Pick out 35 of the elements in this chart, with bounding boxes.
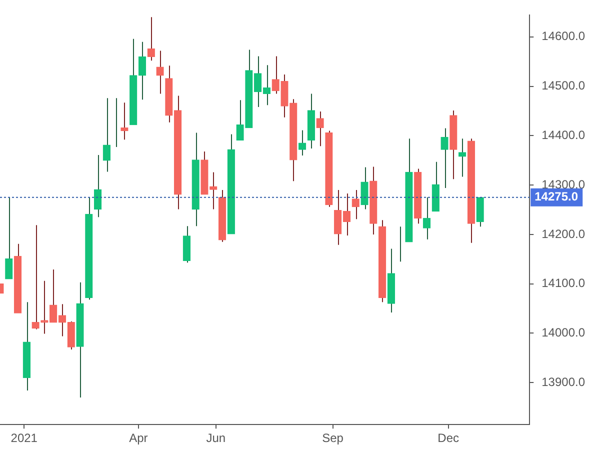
y-tick-label: 14200.0 [542, 226, 586, 241]
y-tick-label: 14100.0 [542, 276, 586, 290]
candlestick [156, 50, 164, 94]
candlestick [32, 224, 40, 330]
x-tick-label: Apr [129, 431, 148, 446]
x-tick-label: Jun [206, 431, 226, 446]
y-tick-label: 14000.0 [542, 326, 586, 340]
y-tick-label: 14600.0 [542, 29, 586, 44]
candlestick [476, 196, 484, 228]
candlestick [138, 41, 146, 100]
y-tick-label: 14300.0 [542, 177, 586, 192]
x-tick-label: 2021 [10, 431, 38, 446]
candlestick [280, 74, 288, 118]
candlestick [120, 102, 128, 140]
candlestick [422, 196, 431, 240]
candlestick [5, 196, 13, 280]
x-tick-label: Sep [322, 431, 344, 446]
ref-line-label: 14275.0 [534, 190, 578, 204]
candlestick [272, 56, 280, 94]
y-tick-label: 14400.0 [542, 128, 586, 142]
y-tick-label: 14500.0 [542, 78, 586, 93]
candlestick [458, 138, 466, 178]
candlestick [236, 100, 244, 141]
candlestick [94, 154, 102, 218]
candlestick [352, 190, 360, 220]
candlestick [182, 226, 191, 264]
candlestick [360, 166, 368, 210]
x-tick-label: Dec [438, 431, 460, 446]
candlestick [147, 16, 155, 62]
y-tick-label: 13900.0 [542, 374, 586, 389]
candlestick [210, 172, 218, 210]
candlestick [298, 130, 306, 156]
candlestick [102, 98, 111, 172]
candlestick [316, 111, 324, 147]
candlestick [440, 128, 448, 189]
